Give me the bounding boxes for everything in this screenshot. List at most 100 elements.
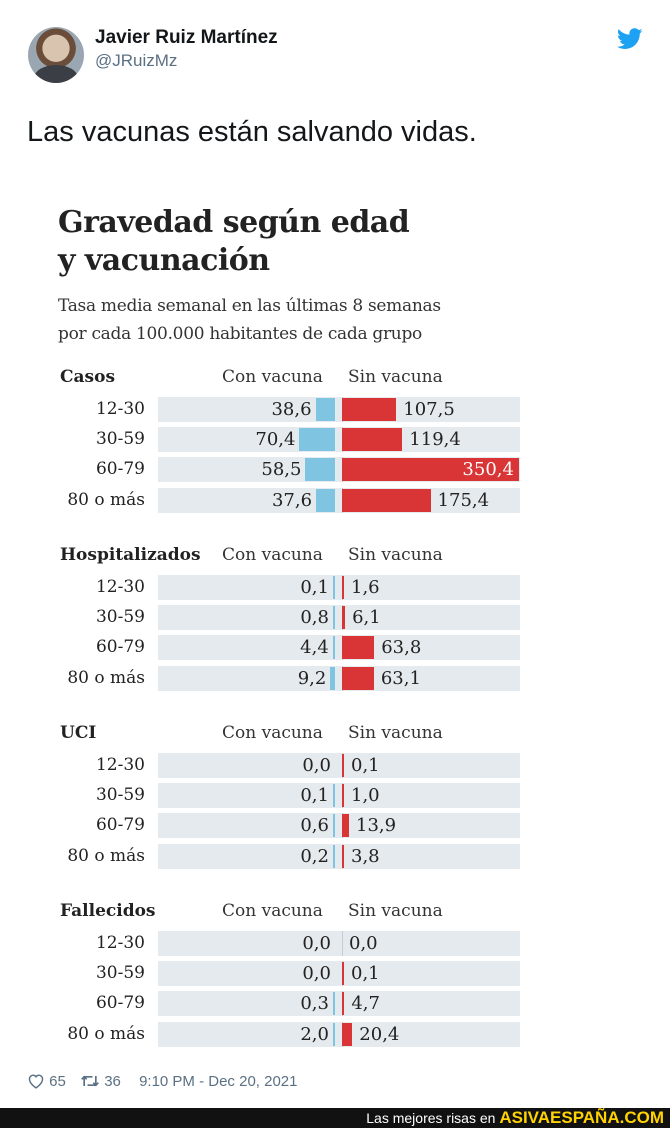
- value-sin-vacuna: 1,6: [351, 577, 380, 598]
- author-name[interactable]: Javier Ruiz Martínez: [95, 27, 278, 48]
- axis-divider: [342, 931, 343, 956]
- bar-con-vacuna: [332, 636, 335, 660]
- table-row: 30-59 70,4 119,4: [0, 426, 670, 453]
- value-con-vacuna: 0,2: [300, 845, 329, 867]
- bar-sin-vacuna: [342, 844, 344, 868]
- column-header-con-vacuna: Con vacuna: [222, 901, 323, 921]
- bar-con-vacuna: [333, 606, 335, 630]
- age-label: 80 o más: [67, 667, 145, 688]
- row-background: [158, 931, 520, 956]
- column-header-con-vacuna: Con vacuna: [222, 723, 323, 743]
- bar-sin-vacuna: [342, 962, 344, 986]
- bar-con-vacuna: [333, 576, 335, 599]
- column-header-con-vacuna: Con vacuna: [222, 367, 323, 387]
- value-sin-vacuna: 119,4: [409, 429, 461, 451]
- table-row: 80 o más 9,2 63,1: [0, 665, 670, 692]
- retweet-button[interactable]: 36: [80, 1072, 121, 1092]
- bar-con-vacuna: [333, 784, 335, 808]
- bar-con-vacuna: [305, 458, 335, 482]
- retweet-icon: [81, 1075, 99, 1087]
- row-background: [158, 665, 520, 691]
- age-label: 30-59: [95, 785, 145, 806]
- bar-con-vacuna: [315, 398, 335, 421]
- bar-sin-vacuna: [342, 428, 403, 452]
- age-label: 60-79: [95, 637, 145, 658]
- value-con-vacuna: 0,0: [302, 755, 331, 776]
- value-sin-vacuna: 63,1: [380, 667, 421, 689]
- table-row: 60-79 0,6 13,9: [0, 812, 670, 839]
- bar-sin-vacuna: [342, 754, 344, 777]
- bar-con-vacuna: [299, 428, 335, 452]
- value-sin-vacuna: 0,0: [349, 933, 378, 954]
- bar-con-vacuna: [330, 666, 335, 690]
- section-header: Hospitalizados Con vacuna Sin vacuna: [0, 542, 670, 568]
- section-name: Hospitalizados: [60, 545, 201, 565]
- table-row: 30-59 0,0 0,1: [0, 960, 670, 987]
- subtitle-line-2: por cada 100.000 habitantes de cada grup…: [58, 324, 422, 344]
- avatar[interactable]: [28, 27, 84, 83]
- value-sin-vacuna: 20,4: [359, 1023, 400, 1045]
- avatar-shoulders: [34, 65, 78, 83]
- row-background: [158, 991, 520, 1017]
- value-con-vacuna: 0,6: [300, 815, 329, 837]
- row-background: [158, 753, 520, 778]
- section-header: Casos Con vacuna Sin vacuna: [0, 364, 670, 390]
- age-label: 60-79: [95, 815, 145, 836]
- section-header: UCI Con vacuna Sin vacuna: [0, 720, 670, 746]
- row-background: [158, 961, 520, 987]
- author-handle[interactable]: @JRuizMz: [95, 51, 178, 70]
- age-label: 30-59: [95, 429, 145, 450]
- value-sin-vacuna: 4,7: [351, 993, 380, 1015]
- bar-con-vacuna: [316, 488, 335, 512]
- age-label: 80 o más: [67, 1023, 145, 1044]
- table-row: 80 o más 2,0 20,4: [0, 1021, 670, 1048]
- title-line-1: Gravedad según edad: [58, 205, 410, 240]
- value-sin-vacuna: 175,4: [437, 489, 490, 511]
- watermark-text: Las mejores risas en ASIVAESPAÑA.COM: [366, 1108, 664, 1128]
- row-background: [158, 1021, 520, 1047]
- tweet-stats: 65 36 9:10 PM - Dec 20, 2021: [27, 1072, 298, 1092]
- section-header: Fallecidos Con vacuna Sin vacuna: [0, 898, 670, 924]
- value-sin-vacuna: 0,1: [351, 755, 380, 776]
- value-con-vacuna: 9,2: [297, 667, 327, 689]
- tweet-timestamp[interactable]: 9:10 PM - Dec 20, 2021: [139, 1073, 298, 1091]
- age-label: 60-79: [95, 459, 145, 480]
- retweet-count: 36: [104, 1073, 121, 1091]
- bar-sin-vacuna: [342, 458, 519, 482]
- table-row: 12-30 0,0 0,0: [0, 930, 670, 957]
- column-header-sin-vacuna: Sin vacuna: [348, 545, 443, 565]
- row-background: [158, 605, 520, 631]
- like-button[interactable]: 65: [27, 1072, 66, 1092]
- value-con-vacuna: 2,0: [300, 1023, 329, 1045]
- value-sin-vacuna: 13,9: [356, 815, 397, 837]
- bar-sin-vacuna: [342, 1022, 353, 1046]
- like-count: 65: [49, 1073, 66, 1091]
- bar-sin-vacuna: [342, 576, 344, 599]
- value-sin-vacuna: 0,1: [351, 963, 380, 985]
- value-con-vacuna: 38,6: [271, 399, 312, 420]
- row-background: [158, 783, 520, 809]
- watermark-site[interactable]: ASIVAESPAÑA.COM: [499, 1108, 664, 1127]
- table-row: 60-79 0,3 4,7: [0, 990, 670, 1017]
- column-header-sin-vacuna: Sin vacuna: [348, 901, 443, 921]
- table-row: 60-79 58,5 350,4: [0, 456, 670, 483]
- tweet-text: Las vacunas están salvando vidas.: [27, 116, 477, 148]
- column-header-sin-vacuna: Sin vacuna: [348, 723, 443, 743]
- table-row: 30-59 0,1 1,0: [0, 782, 670, 809]
- infographic-subtitle: Tasa media semanal en las últimas 8 sema…: [58, 292, 441, 348]
- age-label: 12-30: [95, 577, 145, 597]
- row-background: [158, 427, 520, 453]
- row-background: [158, 813, 520, 839]
- age-label: 80 o más: [67, 489, 145, 510]
- subtitle-line-1: Tasa media semanal en las últimas 8 sema…: [58, 296, 441, 316]
- row-background: [158, 635, 520, 661]
- bar-sin-vacuna: [342, 784, 344, 808]
- twitter-bird-icon[interactable]: [617, 28, 643, 50]
- table-row: 12-30 38,6 107,5: [0, 396, 670, 423]
- bar-sin-vacuna: [342, 398, 397, 421]
- infographic: Gravedad según edad y vacunación Tasa me…: [0, 190, 670, 1060]
- value-con-vacuna: 4,4: [300, 637, 329, 659]
- bar-con-vacuna: [333, 814, 335, 838]
- bar-sin-vacuna: [342, 606, 346, 630]
- row-background: [158, 397, 520, 422]
